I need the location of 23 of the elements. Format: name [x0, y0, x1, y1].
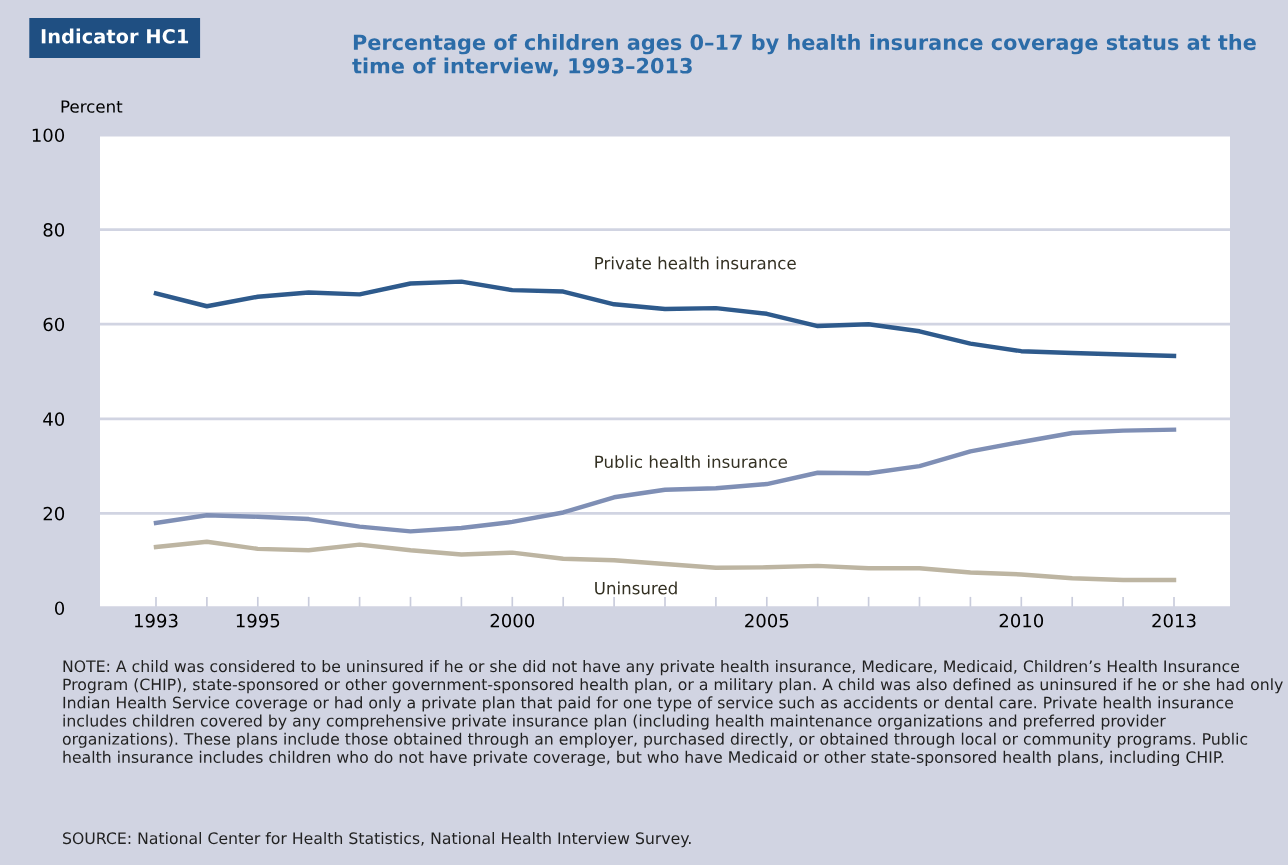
text: NOTE: A child was considered to be uninsured if he or she did not have any private health insurance, Medicare, Medicaid, Children’s Health Insurance Program (CHIP), state-sponsored or other government-sponsored health plan, or a military plan. A child was also defined as uninsured if he or she had only Indian Health Service coverage or had only a private plan that paid for one type of service such as accidents or dental care. Private health insurance includes children covered by any comprehensive private insurance plan (including health maintenance organizations and preferred provider organizations). These plans include those obtained through an employer, purchased directly, or obtained through local or community programs. Public health insurance includes children who do not have private coverage, but who have Medicaid or other state-sponsored health plans, including CHIP.: [62, 660, 1283, 767]
y-tick-label: 0: [54, 601, 65, 616]
chart-title: Percentage of children ages 0–17 by health insurance coverage status at the time of interview, 1993–2013: [352, 34, 1256, 77]
x-tick-label: 2010: [999, 613, 1044, 628]
x-tick-label: 1993: [135, 613, 178, 628]
y-tick-label: 100: [32, 128, 65, 143]
x-tick-label: 2013: [1152, 613, 1196, 628]
x-tick-label: 2000: [490, 613, 535, 628]
line-series: [153, 279, 1177, 359]
source-note: SOURCE: National Center for Health Statistics, National Health Interview Survey.: [63, 832, 691, 848]
text: Indicator HC1: [41, 28, 189, 44]
line-series: [153, 539, 1177, 583]
y-tick-label: 20: [43, 506, 65, 521]
y-tick-label: 80: [43, 223, 65, 237]
series-label: Public health insurance: [595, 455, 788, 469]
line-series: [153, 427, 1177, 534]
series-label: Private health insurance: [595, 256, 796, 270]
y-axis-title: Percent: [61, 100, 123, 113]
series-label: Uninsured: [595, 581, 677, 595]
x-tick-label: 2005: [745, 613, 789, 628]
y-tick-label: 60: [43, 317, 65, 332]
x-tick-label: 1995: [236, 613, 280, 628]
y-tick-label: 40: [43, 412, 65, 426]
